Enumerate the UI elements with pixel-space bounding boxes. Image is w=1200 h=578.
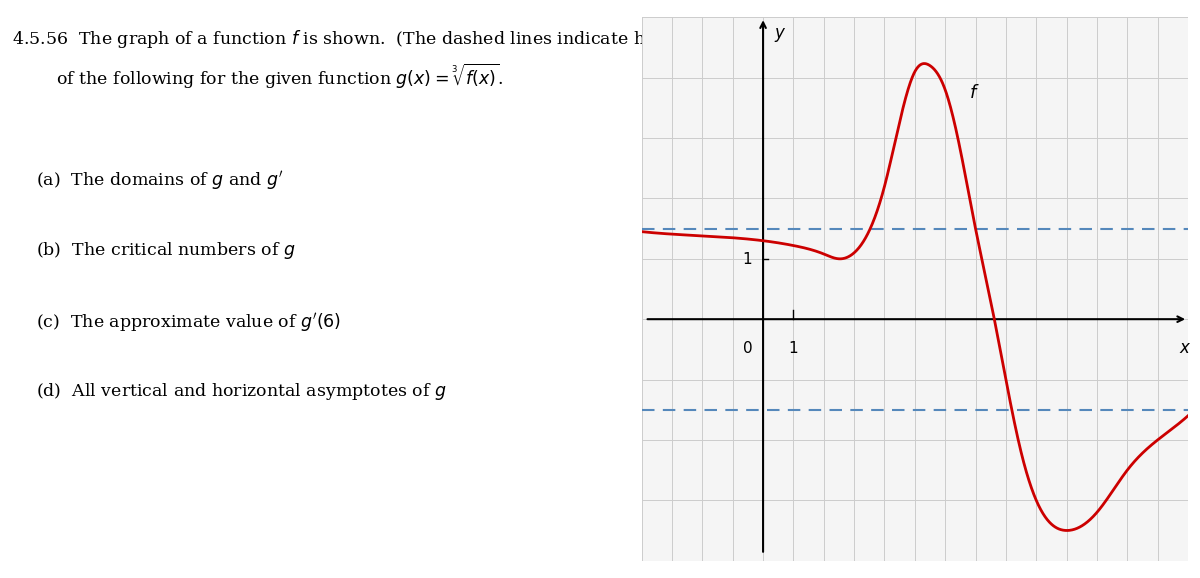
Text: $1$: $1$	[742, 251, 752, 267]
Text: (a)  The domains of $g$ and $g'$: (a) The domains of $g$ and $g'$	[36, 169, 283, 192]
Text: $x$: $x$	[1178, 340, 1192, 357]
Text: $y$: $y$	[774, 27, 786, 45]
Text: $f$: $f$	[970, 84, 980, 102]
Text: (b)  The critical numbers of $g$: (b) The critical numbers of $g$	[36, 240, 295, 261]
Text: $0$: $0$	[742, 340, 752, 356]
Text: (c)  The approximate value of $g'(6)$: (c) The approximate value of $g'(6)$	[36, 311, 341, 334]
Text: $1$: $1$	[788, 340, 798, 356]
Text: (d)  All vertical and horizontal asymptotes of $g$: (d) All vertical and horizontal asymptot…	[36, 381, 446, 402]
Text: 4.5.56  The graph of a function $f$ is shown.  (The dashed lines indicate horizo: 4.5.56 The graph of a function $f$ is sh…	[12, 28, 940, 91]
